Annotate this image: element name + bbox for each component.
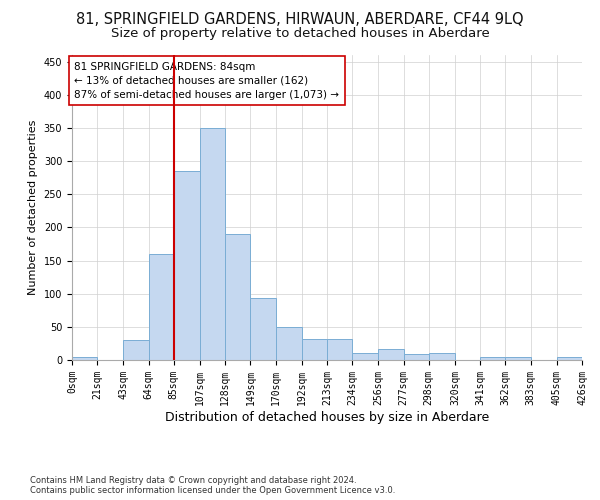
Text: 81 SPRINGFIELD GARDENS: 84sqm
← 13% of detached houses are smaller (162)
87% of : 81 SPRINGFIELD GARDENS: 84sqm ← 13% of d… <box>74 62 340 100</box>
Bar <box>505 356 530 360</box>
Bar <box>275 327 302 360</box>
Bar <box>302 339 327 360</box>
X-axis label: Distribution of detached houses by size in Aberdare: Distribution of detached houses by size … <box>165 410 489 424</box>
Bar <box>429 354 455 360</box>
Text: Size of property relative to detached houses in Aberdare: Size of property relative to detached ho… <box>110 28 490 40</box>
Bar <box>200 128 225 360</box>
Bar <box>149 254 174 360</box>
Bar <box>480 356 505 360</box>
Bar <box>327 339 352 360</box>
Bar <box>557 356 582 360</box>
Bar <box>250 298 275 360</box>
Bar <box>379 350 404 360</box>
Y-axis label: Number of detached properties: Number of detached properties <box>28 120 38 295</box>
Bar <box>124 340 149 360</box>
Bar <box>352 352 379 360</box>
Bar <box>225 234 250 360</box>
Text: 81, SPRINGFIELD GARDENS, HIRWAUN, ABERDARE, CF44 9LQ: 81, SPRINGFIELD GARDENS, HIRWAUN, ABERDA… <box>76 12 524 28</box>
Bar <box>72 358 97 360</box>
Bar <box>404 354 429 360</box>
Bar <box>174 171 200 360</box>
Text: Contains HM Land Registry data © Crown copyright and database right 2024.
Contai: Contains HM Land Registry data © Crown c… <box>30 476 395 495</box>
